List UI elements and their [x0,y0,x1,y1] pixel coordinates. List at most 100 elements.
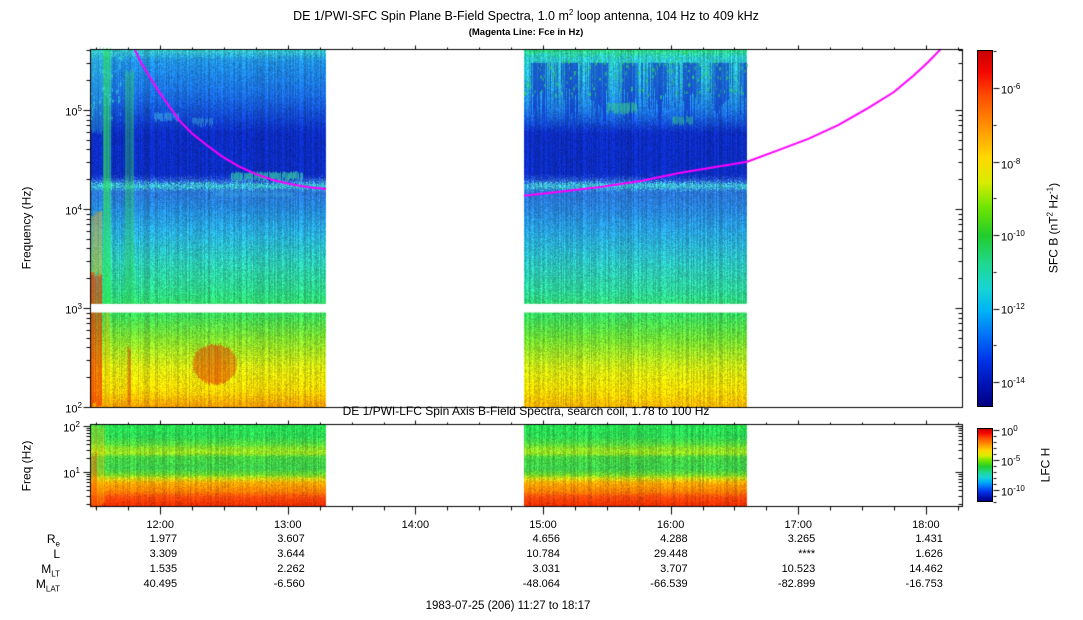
sfc-ytick-label: 105 [37,102,82,120]
sfc-ytick-label-base: 10 [65,205,78,218]
sfc-colorbar-tick-label: 10-12 [1001,300,1025,318]
lfc-colorbar-tick-label: 10-5 [1001,452,1020,470]
ephemeris-value: -6.560 [273,578,305,590]
sfc-colorbar-tick-label-base: 10 [1001,231,1014,244]
ephemeris-row-label-mlat-base: M [35,577,46,591]
ephemeris-value: 29.448 [653,548,688,560]
lfc-colorbar-tick-label-base: 10 [1001,426,1014,439]
sfc-colorbar-tick-label-exp: -6 [1013,82,1021,91]
ephemeris-row-label-l: L [10,547,60,566]
sfc-ytick-label-base: 10 [65,403,78,416]
sfc-colorbar-tick-label-base: 10 [1001,304,1014,317]
sfc-colorbar [977,50,993,407]
ephemeris-row-label-re-sub: e [55,539,60,549]
lfc-ytick-label-base: 10 [63,468,76,481]
sfc-ytick-label-exp: 2 [77,401,82,410]
ephemeris-value: 3.644 [277,548,305,560]
sfc-ytick-label: 102 [37,399,82,417]
ephemeris-row-label-mlt-base: M [41,562,52,576]
lfc-ytick-label: 101 [35,464,80,482]
lfc-colorbar-tick-label: 10-10 [1001,482,1025,500]
lfc-ytick-label-base: 10 [63,422,76,435]
ephemeris-value: **** [798,548,816,560]
ephemeris-value: -16.753 [905,578,943,590]
sfc-ytick-label-exp: 5 [77,104,82,113]
time-tick-label: 17:00 [784,519,812,531]
sfc-colorbar-tick-label: 10-14 [1001,374,1025,392]
ephemeris-row-label-mlat-sub: LAT [45,584,60,594]
sfc-colorbar-label: SFC B (nT2 Hz-1) [1044,183,1061,273]
sfc-ytick-label-base: 10 [65,106,78,119]
sfc-colorbar-tick-label: 10-10 [1001,227,1025,245]
sfc-colorbar-label-sup1: 2 [1045,212,1055,217]
sfc-title: DE 1/PWI-SFC Spin Plane B-Field Spectra,… [90,8,962,23]
sfc-ytick-label-exp: 4 [77,203,82,212]
ephemeris-value: 10.523 [781,563,816,575]
time-tick-label: 18:00 [912,519,940,531]
sfc-colorbar-tick-label-exp: -14 [1013,376,1025,385]
ephemeris-value: 10.784 [526,548,560,560]
ephemeris-row-label-re-base: R [46,532,56,546]
ephemeris-value: 4.656 [532,533,560,545]
lfc-ytick-label: 102 [35,418,80,436]
lfc-colorbar-label: LFC H [1038,447,1053,483]
lfc-colorbar-tick-label-base: 10 [1001,486,1014,499]
ephemeris-value: -82.899 [777,578,816,590]
ephemeris-value: 1.977 [149,533,178,545]
sfc-ytick-label: 104 [37,201,82,219]
ephemeris-row-label-mlt-sub: LT [51,569,60,579]
time-tick-label: 12:00 [146,519,174,531]
ephemeris-value: 1.431 [915,533,943,545]
sfc-colorbar-tick-label-base: 10 [1001,84,1014,97]
lfc-spectrogram-panel [90,424,962,506]
ephemeris-value: 3.607 [277,533,305,545]
sfc-spectrogram-panel [90,49,962,407]
sfc-colorbar-tick-label: 10-8 [1001,155,1020,173]
sfc-ytick-label: 103 [37,300,82,318]
ephemeris-row-label-l-base: L [53,547,60,561]
sfc-colorbar-tick-label: 10-6 [1001,80,1020,98]
sfc-colorbar-tick-label-base: 10 [1001,378,1014,391]
lfc-colorbar-tick-label-exp: 0 [1013,424,1018,433]
ephemeris-value: 14.462 [909,563,943,575]
lfc-title: DE 1/PWI-LFC Spin Axis B-Field Spectra, … [342,404,710,418]
lfc-colorbar-tick-label-base: 10 [1001,456,1014,469]
sfc-colorbar-label-sup2: -1 [1045,186,1055,194]
lfc-ytick-label-exp: 2 [75,420,80,429]
time-tick-label: 16:00 [656,519,685,531]
ephemeris-value: 40.495 [143,578,178,590]
lfc-colorbar-tick-label-exp: -10 [1013,484,1025,493]
ephemeris-value: 4.288 [660,533,688,545]
lfc-colorbar-tick-label-exp: -5 [1013,454,1021,463]
sfc-ytick-label-base: 10 [65,304,78,317]
ephemeris-value: 3.707 [660,563,688,575]
sfc-title-text2: loop antenna, 104 Hz to 409 kHz [573,9,759,24]
ephemeris-value: 1.626 [915,548,943,560]
ephemeris-row-label-mlt: MLT [10,562,60,581]
fce-legend-note: (Magenta Line: Fce in Hz) [468,27,584,38]
sfc-ytick-label-exp: 3 [77,302,82,311]
ephemeris-value: 3.265 [787,533,816,545]
ephemeris-value: 2.262 [277,563,305,575]
time-tick-label: 15:00 [529,519,557,531]
ephemeris-value: -66.539 [650,578,688,590]
time-tick-label: 14:00 [401,519,430,531]
lfc-colorbar-tick-label: 100 [1001,422,1018,440]
sfc-colorbar-label-text2: Hz [1046,194,1061,212]
sfc-colorbar-tick-label-exp: -8 [1013,157,1021,166]
sfc-y-axis-label: Frequency (Hz) [19,186,34,270]
date-range-label: 1983-07-25 (206) 11:27 to 18:17 [425,600,591,612]
sfc-title-sup: 2 [568,8,574,17]
sfc-colorbar-tick-label-exp: -12 [1013,302,1025,311]
lfc-y-axis-label: Freq (Hz) [19,440,34,492]
time-tick-label: 13:00 [274,519,302,531]
sfc-colorbar-label-text: SFC B (nT [1046,216,1061,274]
sfc-title-text: DE 1/PWI-SFC Spin Plane B-Field Spectra,… [293,9,569,24]
ephemeris-row-label-re: Re [10,532,60,551]
ephemeris-value: 1.535 [149,563,178,575]
sfc-colorbar-tick-label-exp: -10 [1013,229,1025,238]
ephemeris-value: -48.064 [522,578,560,590]
lfc-ytick-label-exp: 1 [75,466,80,475]
